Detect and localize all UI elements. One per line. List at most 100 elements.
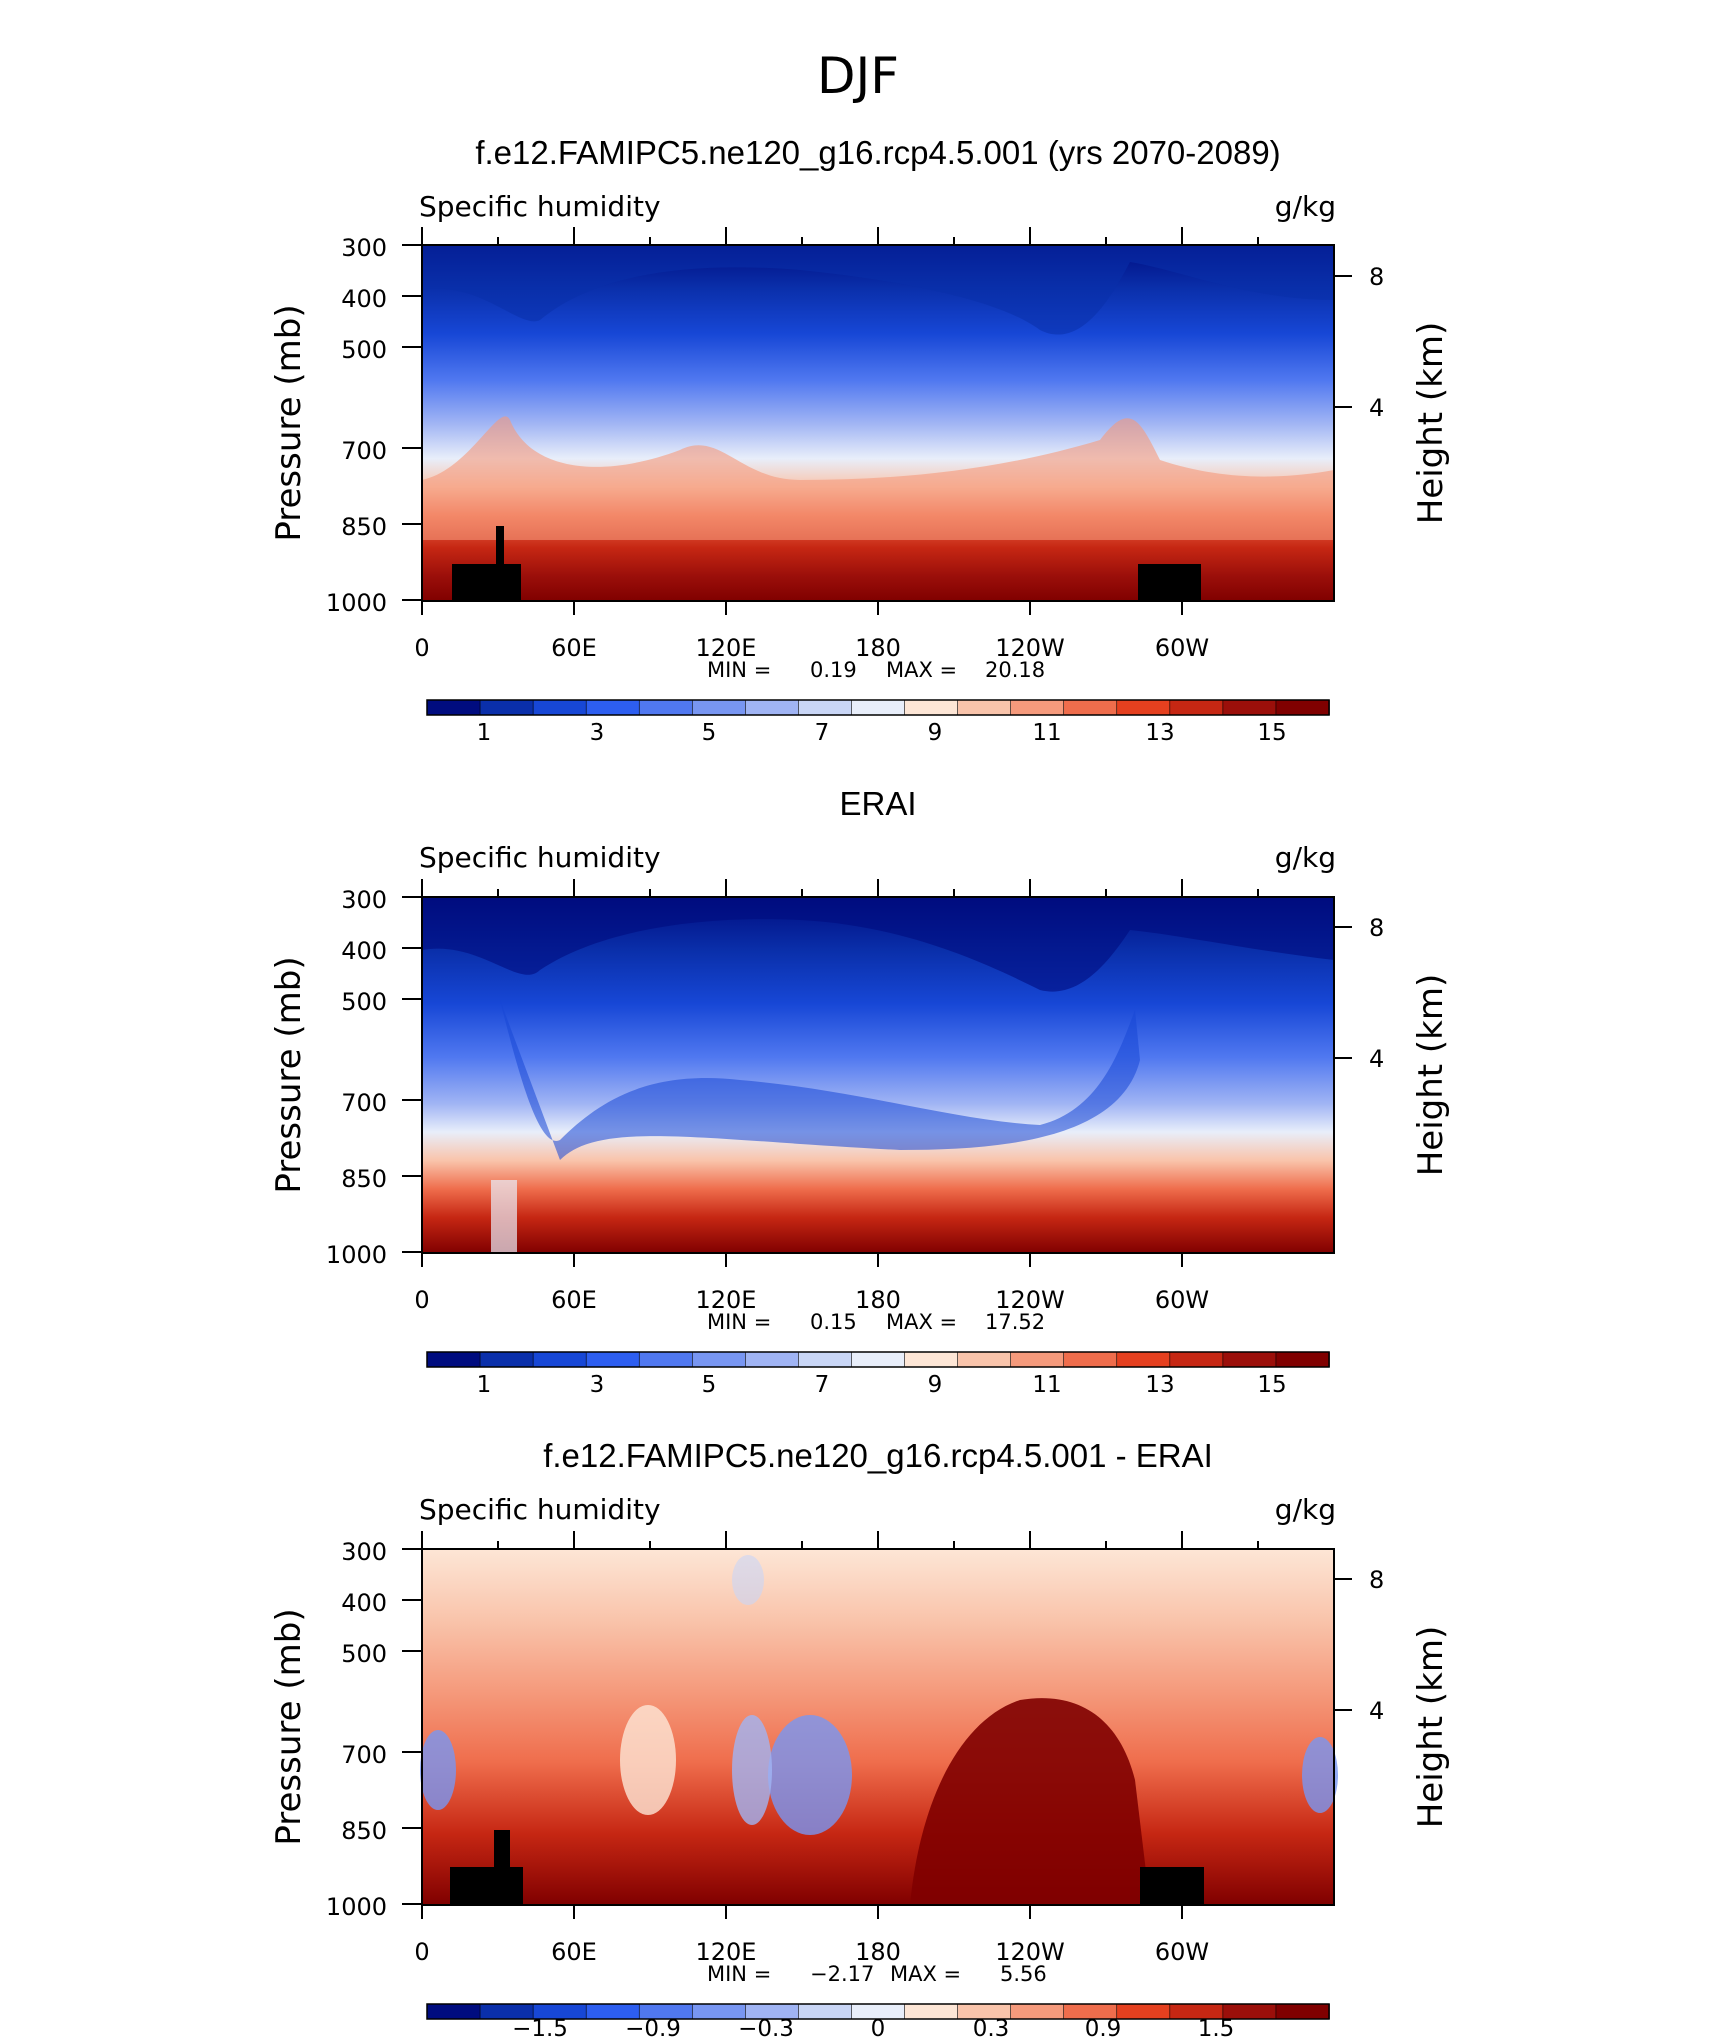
panel-title: f.e12.FAMIPC5.ne120_g16.rcp4.5.001 - ERA…	[543, 1437, 1213, 1474]
colorbar-label: 11	[1032, 720, 1061, 746]
colorbar-box	[957, 699, 1012, 716]
y-axis-left: 300 400 500 700 850 1000 Pressure (mb)	[269, 234, 422, 617]
min-value: −2.17	[810, 1962, 874, 1986]
colorbar-label: 13	[1145, 720, 1174, 746]
panel-title: f.e12.FAMIPC5.ne120_g16.rcp4.5.001 (yrs …	[475, 134, 1280, 171]
y-axis-label: Pressure (mb)	[269, 304, 309, 541]
units-label: g/kg	[1275, 190, 1336, 223]
y-right-ticks	[1334, 926, 1352, 1059]
x-ticks	[421, 879, 1259, 1267]
colorbar-box	[1063, 1351, 1118, 1368]
x-tick-label: 120E	[696, 1286, 757, 1314]
y-right-tick-label: 4	[1369, 1045, 1384, 1073]
contour-band-upper	[422, 245, 1334, 335]
colorbar: 1 3 5 7 9 11 13 15	[426, 699, 1330, 746]
y-tick-label: 300	[341, 234, 387, 262]
variable-label: Specific humidity	[419, 190, 661, 223]
max-value: 20.18	[985, 658, 1045, 682]
units-label: g/kg	[1275, 1493, 1336, 1526]
contour-band-deep-red	[910, 1698, 1150, 1905]
y-ticks	[402, 244, 422, 601]
y-axis-label: Pressure (mb)	[269, 1608, 309, 1845]
colorbar-boxes	[426, 1351, 1330, 1368]
contour-band-warm	[422, 416, 1334, 540]
y-right-ticks	[1334, 1578, 1352, 1711]
contour-blob-blue-right	[1302, 1737, 1338, 1813]
colorbar-box	[691, 1351, 747, 1368]
contour-band-upper	[422, 897, 1334, 992]
colorbar-box	[426, 1351, 481, 1368]
colorbar-box	[638, 699, 694, 716]
y-axis-right-label: Height (km)	[1411, 974, 1451, 1177]
x-tick-label: 60E	[551, 1938, 597, 1966]
colorbar-label: 0	[871, 2016, 886, 2038]
land-block-right	[1138, 564, 1201, 601]
colorbar: −1.5 −0.9 −0.3 0 0.3 0.9 1.5	[426, 2003, 1330, 2038]
colorbar-label: 15	[1257, 720, 1286, 746]
contour-band-dip	[500, 1000, 1140, 1160]
x-tick-label: 60W	[1155, 1938, 1209, 1966]
colorbar-box	[1010, 1351, 1065, 1368]
y-tick-label: 500	[341, 1640, 387, 1668]
y-axis-right: 8 4 Height (km)	[1334, 263, 1451, 524]
x-tick-label: 120W	[995, 1938, 1065, 1966]
contour-blob-light	[620, 1705, 676, 1815]
x-ticks	[421, 1531, 1259, 1919]
colorbar-label: 5	[702, 1372, 717, 1398]
min-max-summary: MIN = 0.15 MAX = 17.52	[707, 1310, 1045, 1334]
plot-area	[421, 244, 1335, 602]
colorbar-box	[1116, 2003, 1171, 2020]
suptitle: DJF	[817, 47, 899, 105]
colorbar-label: 7	[815, 1372, 830, 1398]
colorbar-box	[479, 699, 534, 716]
x-tick-label: 120W	[995, 1286, 1065, 1314]
x-tick-label: 0	[414, 1938, 429, 1966]
y-right-tick-label: 8	[1369, 263, 1384, 291]
colorbar-box	[638, 1351, 694, 1368]
colorbar-label: 9	[928, 720, 943, 746]
y-axis-label: Pressure (mb)	[269, 956, 309, 1193]
colorbar-frame	[426, 699, 1330, 716]
y-tick-label: 1000	[326, 589, 387, 617]
x-tick-label: 120E	[696, 634, 757, 662]
colorbar-label: 3	[590, 720, 605, 746]
y-right-tick-label: 4	[1369, 1697, 1384, 1725]
land-block-left-spike	[494, 1830, 510, 1867]
y-tick-label: 700	[341, 1089, 387, 1117]
panel-title: ERAI	[839, 785, 916, 822]
contour-blob-blue-left	[420, 1730, 456, 1810]
colorbar-label: 9	[928, 1372, 943, 1398]
y-tick-label: 300	[341, 1538, 387, 1566]
surface-spike	[491, 1180, 517, 1253]
colorbar: 1 3 5 7 9 11 13 15	[426, 1351, 1330, 1398]
colorbar-box	[1169, 699, 1224, 716]
colorbar-box	[1275, 2003, 1330, 2020]
colorbar-box	[532, 1351, 587, 1368]
colorbar-box	[1169, 1351, 1224, 1368]
colorbar-label: 13	[1145, 1372, 1174, 1398]
colorbar-box	[1222, 699, 1277, 716]
variable-label: Specific humidity	[419, 1493, 661, 1526]
min-label: MIN =	[707, 1310, 771, 1334]
x-ticks	[421, 227, 1259, 615]
colorbar-box	[957, 1351, 1012, 1368]
colorbar-box	[585, 1351, 641, 1368]
land-block-left	[450, 1867, 523, 1905]
colorbar-frame	[426, 2003, 1330, 2020]
colorbar-box	[426, 2003, 481, 2020]
max-value: 5.56	[1000, 1962, 1047, 1986]
y-axis-right: 8 4 Height (km)	[1334, 1566, 1451, 1828]
colorbar-box	[1116, 699, 1171, 716]
colorbar-label: 15	[1257, 1372, 1286, 1398]
x-axis: 0 60E 120E 180 120W 60W	[414, 1531, 1259, 1966]
y-axis-right: 8 4 Height (km)	[1334, 914, 1451, 1176]
colorbar-label: 3	[590, 1372, 605, 1398]
y-right-ticks	[1334, 275, 1352, 408]
colorbar-boxes	[426, 699, 1330, 716]
y-axis-right-label: Height (km)	[1411, 1626, 1451, 1829]
y-tick-label: 850	[341, 1817, 387, 1845]
colorbar-label: 5	[702, 720, 717, 746]
colorbar-label: 11	[1032, 1372, 1061, 1398]
y-tick-label: 400	[341, 1589, 387, 1617]
